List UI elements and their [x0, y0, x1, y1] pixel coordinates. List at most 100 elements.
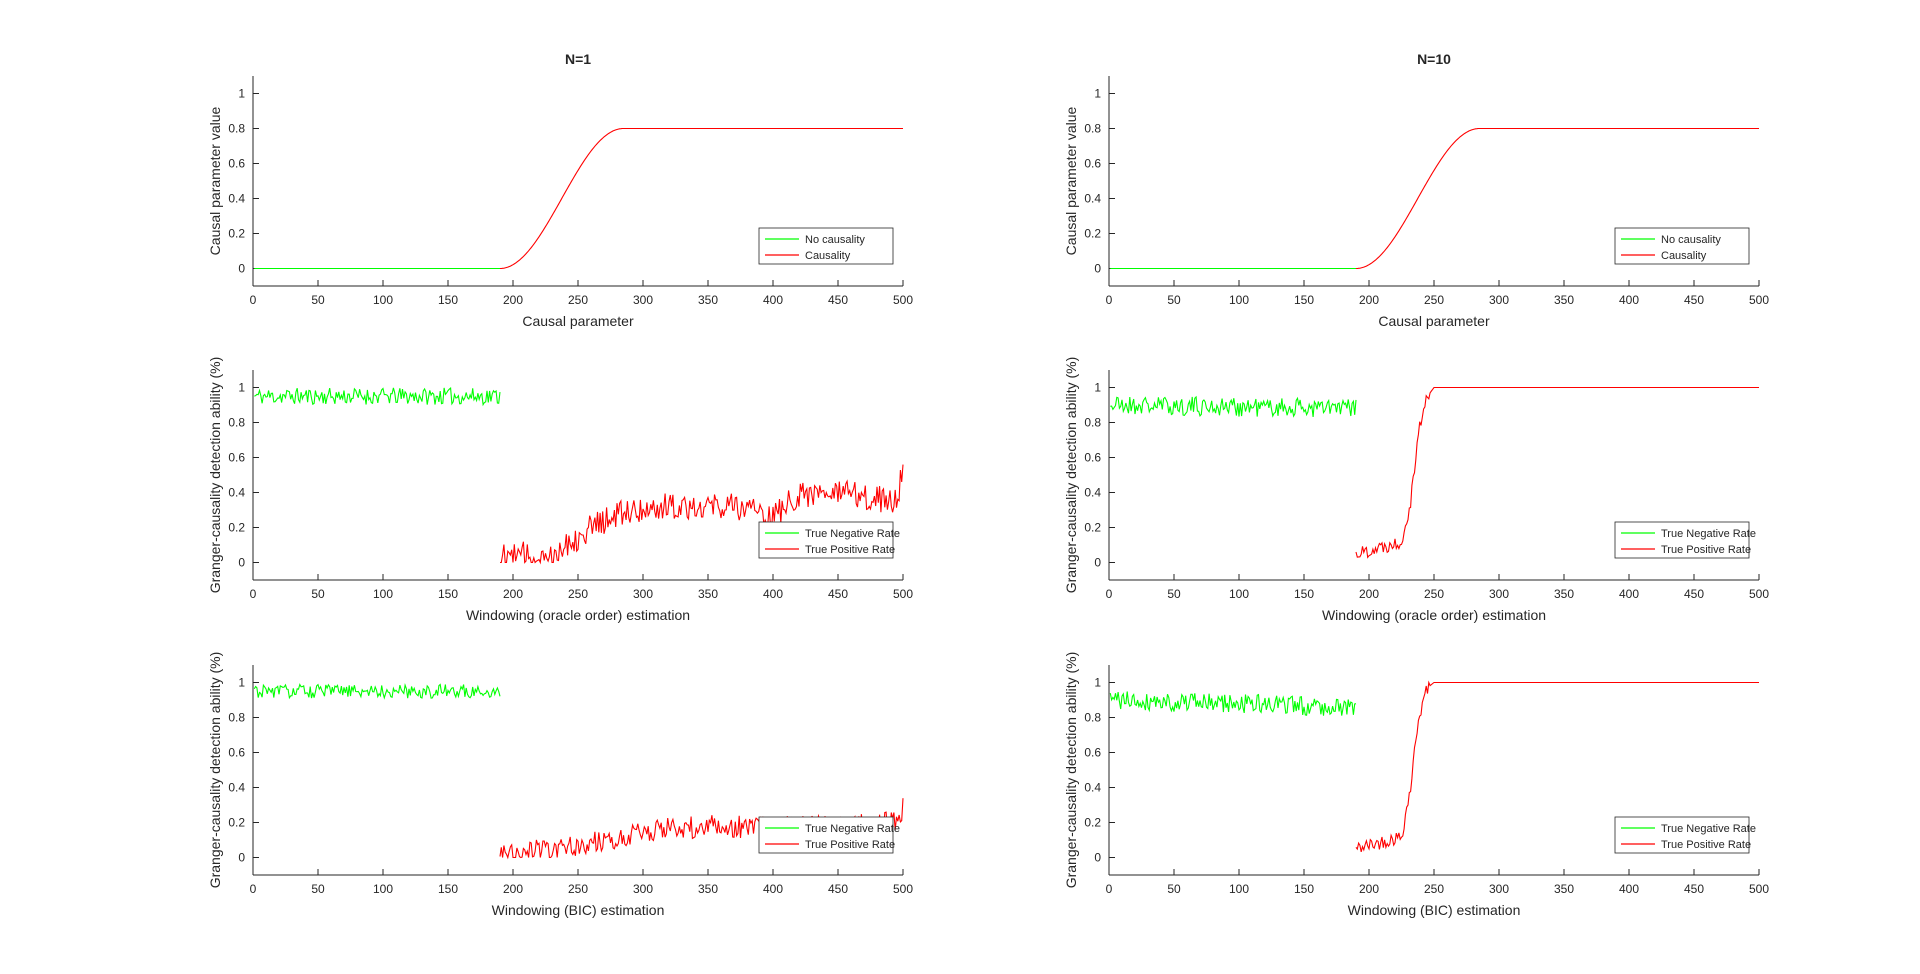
x-tick-label: 150	[1294, 882, 1314, 896]
y-tick-label: 1	[238, 87, 245, 101]
y-tick-label: 0	[1094, 556, 1101, 570]
legend-box	[758, 816, 894, 854]
y-tick-label: 0.4	[228, 781, 245, 795]
chart-panel-n10-bic: 0 50 100 150 200 250 300 350 400 450 500 0 0.2 0.4 0.6…	[1063, 652, 1769, 918]
x-tick-label: 400	[1619, 882, 1639, 896]
y-tick-label: 0.8	[228, 416, 245, 430]
legend: No causality Causality	[758, 227, 894, 265]
x-tick-label: 100	[1229, 587, 1249, 601]
x-tick-label: 250	[568, 293, 588, 307]
y-tick-label: 0.6	[228, 451, 245, 465]
x-axis-label: Windowing (oracle order) estimation	[466, 607, 690, 623]
x-tick-label: 300	[633, 293, 653, 307]
x-tick-label: 300	[633, 587, 653, 601]
x-tick-label: 0	[250, 882, 257, 896]
x-axis-label: Windowing (oracle order) estimation	[1322, 607, 1546, 623]
x-tick-label: 300	[1489, 293, 1509, 307]
x-tick-label: 0	[1106, 587, 1113, 601]
x-tick-label: 150	[438, 587, 458, 601]
x-tick-label: 400	[763, 293, 783, 307]
chart-panel-n1-causal: 0 50 100 150 200 250 300 350 400 450 500 0 0.2 0.4 0.6…	[207, 51, 913, 329]
x-tick-label: 350	[1554, 293, 1574, 307]
x-tick-label: 450	[1684, 587, 1704, 601]
y-tick-label: 0.2	[1084, 227, 1101, 241]
legend: True Negative Rate True Positive Rate	[1614, 521, 1756, 559]
x-tick-label: 50	[1167, 293, 1181, 307]
y-axis-label: Granger-causality detection ability (%)	[207, 357, 223, 594]
x-tick-label: 100	[373, 293, 393, 307]
x-tick-label: 350	[698, 882, 718, 896]
legend-box	[1614, 227, 1750, 265]
y-tick-label: 1	[1094, 676, 1101, 690]
x-tick-label: 100	[373, 882, 393, 896]
x-tick-label: 150	[1294, 293, 1314, 307]
x-tick-label: 450	[1684, 882, 1704, 896]
y-tick-label: 0.8	[1084, 122, 1101, 136]
series-line-red	[1356, 127, 1759, 270]
x-tick-label: 400	[1619, 293, 1639, 307]
x-tick-label: 250	[1424, 293, 1444, 307]
x-axis-label: Causal parameter	[1378, 313, 1490, 329]
x-tick-label: 0	[1106, 882, 1113, 896]
x-tick-label: 150	[438, 882, 458, 896]
x-tick-label: 500	[1749, 293, 1769, 307]
panel-title: N=10	[1417, 51, 1451, 67]
legend-entry-label: No causality	[1661, 234, 1721, 246]
y-tick-label: 0.2	[228, 227, 245, 241]
y-tick-label: 0.2	[228, 521, 245, 535]
x-tick-label: 50	[311, 587, 325, 601]
x-tick-label: 450	[828, 293, 848, 307]
x-tick-label: 250	[568, 882, 588, 896]
y-tick-label: 0.4	[1084, 781, 1101, 795]
legend-entry-label: Causality	[805, 250, 851, 262]
series-line-red	[1355, 386, 1759, 559]
x-tick-label: 50	[311, 293, 325, 307]
y-tick-label: 0.2	[1084, 521, 1101, 535]
y-tick-label: 0	[238, 262, 245, 276]
x-tick-label: 250	[568, 587, 588, 601]
legend-entry-label: No causality	[805, 234, 865, 246]
x-tick-label: 350	[698, 293, 718, 307]
x-tick-label: 400	[763, 587, 783, 601]
legend: True Negative Rate True Positive Rate	[758, 816, 900, 854]
y-axis-label: Granger-causality detection ability (%)	[1063, 357, 1079, 594]
x-tick-label: 100	[1229, 293, 1249, 307]
x-tick-label: 200	[1359, 293, 1379, 307]
x-tick-label: 500	[893, 882, 913, 896]
legend-box	[758, 227, 894, 265]
x-tick-label: 50	[311, 882, 325, 896]
legend: True Negative Rate True Positive Rate	[758, 521, 900, 559]
y-tick-label: 0.4	[228, 192, 245, 206]
x-tick-label: 50	[1167, 882, 1181, 896]
y-tick-label: 0	[238, 851, 245, 865]
y-tick-label: 1	[1094, 87, 1101, 101]
y-axis-label: Granger-causality detection ability (%)	[207, 652, 223, 889]
x-tick-label: 500	[893, 587, 913, 601]
legend-entry-label: True Negative Rate	[805, 528, 900, 540]
x-tick-label: 200	[1359, 882, 1379, 896]
chart-panel-n1-bic: 0 50 100 150 200 250 300 350 400 450 500 0 0.2 0.4 0.6…	[207, 652, 913, 918]
legend-box	[1614, 521, 1750, 559]
y-tick-label: 0.6	[1084, 451, 1101, 465]
series-line-red	[1355, 680, 1759, 853]
x-tick-label: 100	[373, 587, 393, 601]
x-tick-label: 200	[1359, 587, 1379, 601]
chart-panel-n10-causal: 0 50 100 150 200 250 300 350 400 450 500 0 0.2 0.4 0.6…	[1063, 51, 1769, 329]
x-tick-label: 400	[1619, 587, 1639, 601]
x-tick-label: 150	[438, 293, 458, 307]
y-tick-label: 0.6	[1084, 157, 1101, 171]
legend-entry-label: Causality	[1661, 250, 1707, 262]
y-tick-label: 0.8	[1084, 416, 1101, 430]
x-tick-label: 350	[1554, 587, 1574, 601]
series-line-green	[253, 683, 501, 700]
panel-title: N=1	[565, 51, 591, 67]
series-line-red	[500, 464, 904, 565]
y-tick-label: 1	[238, 381, 245, 395]
legend-entry-label: True Positive Rate	[805, 839, 895, 851]
series-line-green	[254, 386, 501, 407]
legend-entry-label: True Negative Rate	[1661, 528, 1756, 540]
x-tick-label: 300	[1489, 882, 1509, 896]
legend-box	[1614, 816, 1750, 854]
x-tick-label: 450	[828, 882, 848, 896]
x-axis-label: Windowing (BIC) estimation	[1348, 902, 1521, 918]
